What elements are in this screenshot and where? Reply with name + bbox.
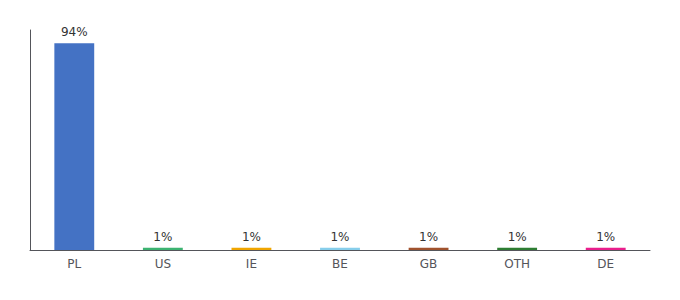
svg-text:1%: 1% (596, 230, 615, 244)
svg-text:BE: BE (332, 257, 348, 271)
svg-text:1%: 1% (242, 230, 261, 244)
svg-text:PL: PL (67, 257, 81, 271)
svg-text:1%: 1% (419, 230, 438, 244)
svg-text:1%: 1% (330, 230, 349, 244)
svg-text:GB: GB (420, 257, 438, 271)
svg-text:DE: DE (597, 257, 614, 271)
svg-text:1%: 1% (508, 230, 527, 244)
svg-text:94%: 94% (61, 25, 88, 39)
svg-text:US: US (155, 257, 171, 271)
svg-text:1%: 1% (153, 230, 172, 244)
svg-text:OTH: OTH (504, 257, 530, 271)
svg-text:IE: IE (246, 257, 257, 271)
